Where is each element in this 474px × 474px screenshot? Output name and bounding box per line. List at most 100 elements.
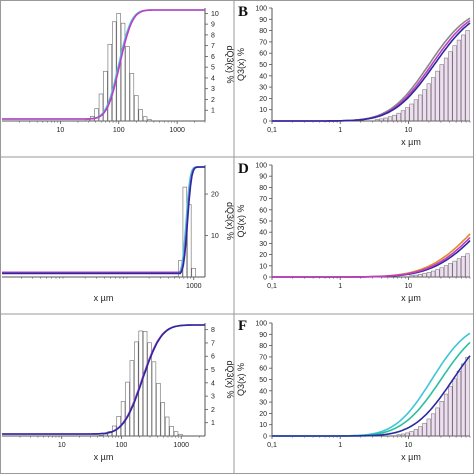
x-axis-title: x µm	[401, 293, 421, 303]
histogram-bar	[405, 107, 410, 122]
panel-d: 0,1 1 10 x µm 0 10 20 30 40 50 60 70 80 90 100 Q3(x) % D	[236, 161, 471, 303]
y-tick-label: 5	[211, 65, 215, 72]
y-tick-label: 3	[211, 86, 215, 93]
histogram-bar	[138, 330, 143, 437]
y-tick-label: 60	[259, 366, 267, 373]
histogram-bar	[98, 435, 104, 437]
histogram-bar	[134, 341, 139, 437]
panel-b: 0,1 1 10 x µm 0 10 20 30 40 50 60 70 80 90 100 Q3(x) % B	[236, 4, 471, 147]
histogram-bar	[129, 73, 135, 122]
histogram-bar	[439, 64, 444, 122]
y-tick-label: 50	[259, 377, 267, 384]
histogram-bar	[465, 30, 470, 122]
histogram-bar	[191, 268, 196, 278]
cumulative-curve-navy	[272, 22, 471, 122]
histogram-bar	[400, 110, 406, 122]
histogram-bar	[418, 274, 423, 278]
histogram-bar	[396, 112, 401, 122]
histogram-bar	[465, 253, 470, 278]
y-tick-label: 80	[259, 185, 267, 192]
histogram-bar	[178, 433, 183, 437]
histogram-bar	[160, 402, 165, 437]
histogram-bar	[422, 422, 427, 437]
histogram-bar	[452, 45, 457, 122]
histogram-bar	[409, 103, 414, 122]
y-tick-label: 1	[211, 420, 215, 427]
histogram-bar	[103, 433, 108, 437]
histogram-bar	[435, 269, 440, 278]
histogram-bar	[142, 116, 148, 122]
histogram-bar	[456, 370, 462, 437]
y-tick-label: 80	[259, 343, 267, 350]
histogram-bar	[431, 77, 436, 122]
histogram-bar	[456, 258, 462, 278]
y-tick-label: 1	[211, 108, 215, 115]
y-tick-label: 10	[211, 233, 219, 240]
y-tick-label: 70	[259, 39, 267, 46]
y-tick-label: 80	[259, 28, 267, 35]
y-tick-label: 2	[211, 97, 215, 104]
y-tick-label: 2	[211, 407, 215, 414]
y-tick-label: 100	[255, 321, 267, 328]
x-tick-label: 0,1	[267, 127, 277, 134]
y-tick-label: 50	[259, 219, 267, 226]
histogram-bar	[400, 433, 406, 437]
y-tick-label: 10	[211, 11, 219, 18]
y-tick-label: 5	[211, 367, 215, 374]
histogram-bar	[169, 426, 174, 437]
y-tick-label: 3	[211, 394, 215, 401]
histogram-bar	[147, 119, 152, 122]
cumulative-curve-navy	[2, 324, 205, 435]
histogram-bar	[129, 360, 135, 437]
histogram-bar	[125, 381, 130, 437]
histogram-bar	[94, 108, 99, 122]
y-tick-label: 7	[211, 340, 215, 347]
histogram-bar	[138, 109, 143, 122]
x-axis-title: x µm	[94, 293, 114, 303]
x-tick-label: 10	[405, 442, 413, 449]
y-tick-label: 60	[259, 51, 267, 58]
x-axis-title: x µm	[401, 137, 421, 147]
histogram-bar	[125, 46, 130, 122]
histogram-bar	[422, 89, 427, 122]
histogram-bar	[426, 418, 431, 437]
histogram-bar	[435, 70, 440, 122]
y-tick-label: 6	[211, 54, 215, 61]
y-tick-label: 40	[259, 230, 267, 237]
histogram-bar	[120, 22, 126, 122]
histogram-bar	[151, 361, 157, 437]
y-tick-label: 70	[259, 196, 267, 203]
histogram-bar	[418, 94, 423, 122]
x-tick-label: 100	[116, 442, 128, 449]
histogram-bar	[461, 363, 466, 437]
histogram-bar	[107, 431, 113, 437]
histogram-bar	[173, 431, 179, 437]
y-tick-label: 20	[259, 252, 267, 259]
x-tick-label: 1	[338, 442, 342, 449]
y-axis-title: dQ3(x) %	[225, 360, 235, 398]
y-tick-label: 40	[259, 73, 267, 80]
y-tick-label: 8	[211, 327, 215, 334]
histogram-bars	[409, 253, 470, 278]
histogram-bar	[426, 272, 431, 278]
y-tick-label: 0	[263, 434, 267, 441]
histogram-bar	[435, 407, 440, 437]
y-tick-label: 10	[259, 107, 267, 114]
x-tick-label: 1000	[169, 127, 185, 134]
x-tick-label: 1	[338, 283, 342, 290]
y-tick-label: 20	[211, 192, 219, 199]
histogram-bar	[383, 117, 388, 122]
y-tick-label: 70	[259, 354, 267, 361]
panel-a: 10 100 1000 1 2 3 4 5 6 7 8 9 10 dQ3(x) %	[2, 8, 235, 134]
panel-f: 0,1 1 10 x µm 0 10 20 30 40 50 60 70 80 90 100 Q3(x) % F	[236, 318, 471, 462]
histogram-bar	[103, 70, 108, 122]
histogram-bar	[392, 114, 397, 122]
y-axis-title: dQ3(x) %	[225, 202, 235, 240]
histogram-bar	[164, 416, 170, 437]
histogram-bar	[379, 118, 384, 122]
x-tick-label: 10	[56, 127, 64, 134]
y-tick-label: 20	[259, 96, 267, 103]
x-tick-label: 10	[405, 127, 413, 134]
histogram-bar	[452, 260, 457, 278]
histogram-bar	[156, 382, 161, 437]
